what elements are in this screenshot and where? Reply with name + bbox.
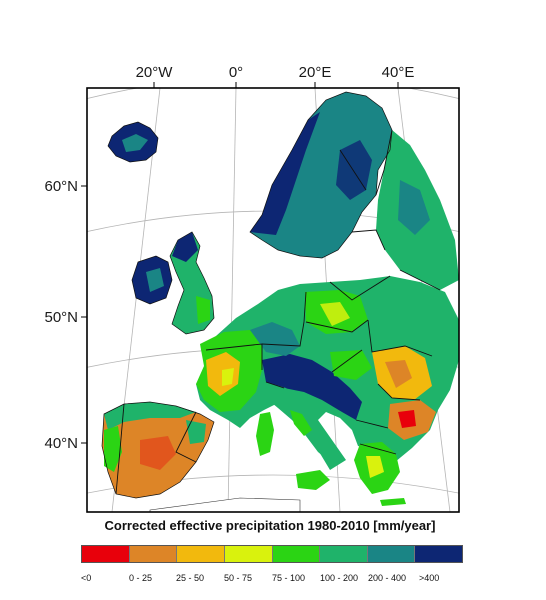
- legend-swatch-6: [367, 546, 416, 562]
- legend-title: Corrected effective precipitation 1980-2…: [104, 518, 436, 533]
- left-ticks: [81, 185, 87, 444]
- map-frame: [86, 87, 460, 513]
- legend-label-0: <0: [81, 573, 92, 583]
- legend-label-3: 50 - 75: [224, 573, 253, 583]
- legend-swatch-0: [82, 546, 130, 562]
- longitude-label-0: 0°: [229, 64, 243, 81]
- longitude-label-20w: 20°W: [136, 64, 174, 81]
- country-borders: [115, 129, 441, 495]
- legend-swatch-3: [224, 546, 273, 562]
- coastlines: [101, 91, 393, 499]
- legend-swatch-7: [415, 546, 462, 562]
- legend-color-bar: [81, 545, 463, 563]
- top-ticks: [153, 82, 399, 88]
- legend-swatch-5: [320, 546, 368, 562]
- landmass-sicily: [296, 470, 330, 490]
- longitude-label-20e: 20°E: [299, 64, 332, 81]
- legend-swatch-1: [129, 546, 178, 562]
- legend-label-7: >400: [419, 573, 440, 583]
- latitude-label-50n: 50°N: [44, 309, 78, 326]
- latitude-label-60n: 60°N: [44, 178, 78, 195]
- landmass-sardinia: [256, 412, 274, 456]
- legend-label-5: 100 - 200: [320, 573, 359, 583]
- legend-label-2: 25 - 50: [176, 573, 205, 583]
- legend-label-6: 200 - 400: [368, 573, 407, 583]
- longitude-label-40e: 40°E: [382, 64, 415, 81]
- legend-label-1: 0 - 25: [129, 573, 153, 583]
- landmass-scandinavia: [250, 92, 392, 258]
- latitude-label-40n: 40°N: [44, 435, 78, 452]
- legend-swatch-2: [177, 546, 225, 562]
- legend-swatch-4: [272, 546, 321, 562]
- legend-label-4: 75 - 100: [272, 573, 306, 583]
